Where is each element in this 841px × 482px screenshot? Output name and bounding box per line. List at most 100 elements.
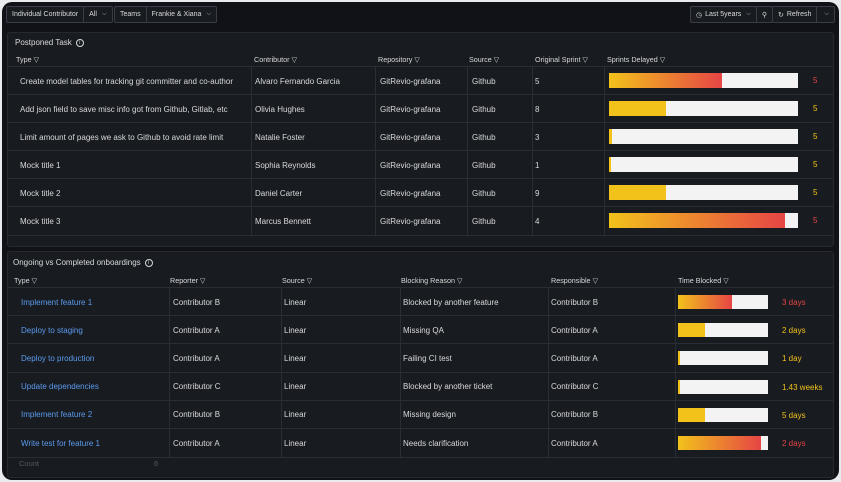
column-header-original-sprint[interactable]: Original Sprint ▽ [535, 55, 588, 64]
refresh-interval-select[interactable]: ⌵ [817, 7, 834, 22]
table-row[interactable]: Mock title 2 Daniel Carter GitRevio-grafan… [8, 178, 833, 207]
table-row[interactable]: Limit amount of pages we ask to Github t… [8, 122, 833, 151]
column-header-repository[interactable]: Repository ▽ [378, 55, 420, 64]
cell-reporter: Contributor A [173, 353, 220, 363]
column-divider [604, 207, 605, 235]
onboardings-panel: Ongoing vs Completed onboardings i Type ▽ R… [7, 251, 834, 478]
column-header-type[interactable]: Type ▽ [16, 55, 39, 64]
gauge-fill [609, 129, 612, 144]
filter-icon[interactable]: ▽ [493, 57, 500, 64]
column-header-sprints-delayed[interactable]: Sprints Delayed ▽ [607, 55, 665, 64]
filter-icon[interactable]: ▽ [33, 57, 39, 64]
column-divider [251, 123, 252, 151]
cell-reporter: Contributor A [173, 325, 220, 335]
zoom-out-button[interactable]: ⚲ [757, 7, 772, 22]
cell-repository: GitRevio-grafana [380, 76, 441, 86]
column-divider [675, 316, 676, 345]
cell-source: Linear [284, 382, 307, 392]
cell-contributor: Natalie Foster [255, 132, 305, 142]
filter-icon[interactable]: ▽ [414, 57, 420, 64]
cell-type[interactable]: Deploy to staging [21, 325, 83, 335]
table-row[interactable]: Add json field to save misc info got fro… [8, 94, 833, 123]
chevron-down-icon: ⌵ [206, 11, 211, 17]
cell-source: Github [472, 160, 496, 170]
teams-filter[interactable]: Teams Frankie & Xiana ⌵ [114, 6, 217, 23]
cell-repository: GitRevio-grafana [380, 160, 441, 170]
cell-source: Github [472, 132, 496, 142]
gauge-value: 5 [813, 104, 818, 113]
gauge-bar [678, 379, 768, 394]
column-header-reporter[interactable]: Reporter ▽ [170, 276, 205, 285]
cell-sprint: 9 [535, 188, 540, 198]
gauge-value: 5 days [782, 410, 806, 420]
time-range-select[interactable]: ◷ Last 5years ⌵ [691, 7, 757, 22]
filter-icon[interactable]: ▽ [456, 278, 463, 285]
contributor-filter[interactable]: Individual Contributor All ⌵ [6, 6, 113, 23]
gauge-fill [609, 157, 611, 172]
contributor-filter-label: Individual Contributor [7, 7, 85, 22]
column-header-blocking-reason[interactable]: Blocking Reason ▽ [401, 276, 462, 285]
table-row[interactable]: Deploy to staging Contributor A Linear Miss… [8, 315, 833, 345]
cell-type[interactable]: Implement feature 2 [21, 410, 93, 420]
refresh-button[interactable]: ↻ Refresh [773, 7, 818, 22]
gauge-bar [609, 73, 798, 88]
info-icon[interactable]: i [144, 258, 153, 267]
filter-icon[interactable]: ▽ [199, 278, 206, 285]
column-header-source[interactable]: Source ▽ [469, 55, 499, 64]
toolbar: Individual Contributor All ⌵ Teams Franki… [2, 2, 839, 28]
column-header-source[interactable]: Source ▽ [282, 276, 312, 285]
panel-title-text: Ongoing vs Completed onboardings [13, 258, 141, 267]
column-divider [548, 316, 549, 345]
table-row[interactable]: Update dependencies Contributor C Linear Bl… [8, 371, 833, 401]
table-row[interactable]: Mock title 1 Sophia Reynolds GitRevio-graf… [8, 150, 833, 179]
filter-icon[interactable]: ▽ [582, 57, 588, 64]
table-row[interactable]: Write test for feature 1 Contributor A Lin… [8, 428, 833, 459]
column-header-responsible[interactable]: Responsible ▽ [551, 276, 598, 285]
column-divider [251, 95, 252, 123]
cell-type[interactable]: Deploy to production [21, 353, 95, 363]
cell-reason: Failing CI test [403, 353, 452, 363]
column-header-type[interactable]: Type ▽ [14, 276, 37, 285]
cell-type[interactable]: Write test for feature 1 [21, 438, 100, 448]
filter-icon[interactable]: ▽ [291, 57, 297, 64]
cell-contributor: Olivia Hughes [255, 104, 305, 114]
filter-icon[interactable]: ▽ [723, 278, 729, 285]
filter-icon[interactable]: ▽ [306, 278, 313, 285]
column-header-label: Blocking Reason [401, 276, 455, 285]
column-divider [548, 400, 549, 429]
table-row[interactable]: Implement feature 1 Contributor B Linear Bl… [8, 287, 833, 317]
column-divider [548, 344, 549, 373]
info-icon[interactable]: i [75, 38, 84, 47]
cell-type: Add json field to save misc info got fro… [20, 104, 228, 114]
cell-repository: GitRevio-grafana [380, 104, 441, 114]
table-row[interactable]: Implement feature 2 Contributor B Linear Mi… [8, 399, 833, 429]
column-divider [281, 344, 282, 373]
refresh-picker[interactable]: ↻ Refresh ⌵ [772, 6, 835, 23]
teams-filter-select[interactable]: Frankie & Xiana ⌵ [147, 7, 216, 22]
contributor-filter-select[interactable]: All ⌵ [84, 7, 111, 22]
column-divider [467, 207, 468, 235]
column-header-time-blocked[interactable]: Time Blocked ▽ [678, 276, 729, 285]
gauge-value: 5 [813, 160, 818, 169]
cell-type[interactable]: Implement feature 1 [21, 297, 93, 307]
cell-reporter: Contributor B [173, 297, 221, 307]
column-header-contributor[interactable]: Contributor ▽ [254, 55, 297, 64]
column-divider [467, 67, 468, 95]
filter-icon[interactable]: ▽ [31, 278, 37, 285]
gauge-value: 5 [813, 76, 818, 85]
column-divider [400, 429, 401, 458]
cell-reporter: Contributor A [173, 438, 220, 448]
filter-icon[interactable]: ▽ [659, 57, 666, 64]
cell-source: Github [472, 104, 496, 114]
cell-type[interactable]: Update dependencies [21, 382, 99, 392]
column-divider [281, 372, 282, 401]
footer-count-label: Count [19, 459, 40, 468]
column-header-label: Sprints Delayed [607, 55, 658, 64]
filter-icon[interactable]: ▽ [592, 278, 598, 285]
table-row[interactable]: Create model tables for tracking git com… [8, 66, 833, 95]
column-divider [169, 288, 170, 317]
time-range-picker[interactable]: ◷ Last 5years ⌵ ⚲ [690, 6, 773, 23]
footer-count-value: 6 [154, 459, 159, 468]
table-row[interactable]: Mock title 3 Marcus Bennett GitRevio-grafa… [8, 206, 833, 236]
table-row[interactable]: Deploy to production Contributor A Linear F… [8, 343, 833, 373]
